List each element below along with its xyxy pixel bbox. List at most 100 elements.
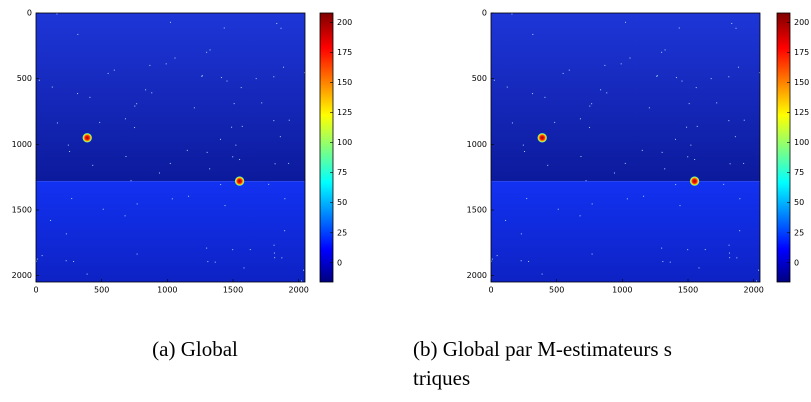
colorbar-tick-label: 175 [794, 48, 809, 57]
y-tick-label: 1500 [467, 206, 487, 215]
speckle [201, 75, 203, 77]
speckle [220, 77, 222, 79]
colorbar-tick-label: 75 [794, 168, 804, 177]
speckle [65, 233, 67, 235]
speckle [89, 96, 91, 98]
speckle [656, 75, 658, 77]
speckle [73, 260, 75, 262]
speckle [134, 127, 136, 129]
speckle [124, 118, 126, 120]
x-tick-label: 1000 [612, 286, 632, 295]
speckle [675, 184, 677, 186]
speckle [36, 258, 38, 260]
y-tick-label: 0 [482, 9, 487, 18]
speckle [758, 269, 760, 271]
speckle [698, 267, 700, 269]
speckle [544, 96, 546, 98]
speckle [626, 198, 628, 200]
speckle [606, 92, 608, 94]
speckle [107, 72, 109, 74]
speckle [232, 249, 234, 251]
x-tick-label: 0 [488, 286, 493, 295]
speckle [728, 252, 730, 254]
speckle [201, 75, 203, 77]
speckle [532, 93, 534, 95]
speckle [736, 257, 738, 259]
speckle [554, 121, 556, 123]
speckle [207, 261, 209, 263]
speckle [249, 249, 251, 251]
speckle [511, 122, 513, 124]
speckle [38, 79, 40, 81]
speckle [624, 162, 626, 164]
speckle [520, 260, 522, 262]
y-tick-label: 500 [472, 74, 487, 83]
x-tick-label: 2000 [289, 286, 309, 295]
speckle [125, 156, 127, 158]
speckle [679, 205, 681, 207]
source [82, 132, 93, 143]
colorbar-tick-label: 75 [337, 168, 347, 177]
speckle [723, 183, 725, 185]
caption: (b) Global par M-estimateurs s [413, 337, 672, 361]
x-tick-label: 2000 [744, 286, 764, 295]
speckle [165, 63, 167, 65]
y-tick-label: 0 [27, 9, 32, 18]
speckle [220, 184, 222, 186]
speckle [77, 93, 79, 95]
speckle [283, 66, 285, 68]
colorbar-tick-label: 50 [794, 198, 804, 207]
image-background [36, 181, 305, 282]
speckle [506, 86, 508, 88]
colorbar [776, 12, 791, 283]
speckle [734, 136, 736, 138]
speckle [731, 22, 733, 24]
speckle [303, 269, 305, 271]
speckle [496, 255, 498, 257]
speckle [686, 126, 688, 128]
y-tick-label: 1500 [12, 206, 32, 215]
speckle [241, 125, 243, 127]
speckle [273, 120, 275, 122]
speckle [756, 280, 758, 282]
colorbar-tick-label: 200 [794, 18, 809, 27]
speckle [600, 89, 602, 91]
speckle [274, 257, 276, 259]
speckle [620, 63, 622, 65]
speckle [102, 208, 104, 210]
speckle [303, 72, 305, 74]
speckle [170, 21, 172, 23]
speckle [193, 107, 195, 109]
speckle [613, 172, 615, 174]
speckle [255, 78, 257, 80]
speckle [579, 215, 581, 217]
speckle [687, 156, 689, 158]
colorbar-tick-label: 25 [337, 228, 347, 237]
speckle [240, 87, 242, 89]
colorbar-tick-label: 25 [794, 228, 804, 237]
speckle [520, 233, 522, 235]
speckle [728, 120, 730, 122]
speckle [36, 260, 38, 262]
speckle [580, 156, 582, 158]
colorbar-tick-label: 175 [337, 48, 352, 57]
colorbar-tick-label: 200 [337, 18, 352, 27]
speckle [268, 183, 270, 185]
speckle [288, 162, 290, 164]
colorbar-tick-label: 150 [794, 78, 809, 87]
speckle [273, 76, 275, 78]
speckle [224, 205, 226, 207]
speckle [145, 89, 147, 91]
speckle [641, 149, 643, 151]
speckle [739, 230, 741, 232]
image-background [491, 13, 760, 182]
speckle [136, 253, 138, 255]
speckle [281, 257, 283, 259]
speckle [696, 125, 698, 127]
source [234, 176, 245, 187]
speckle [739, 198, 741, 200]
x-tick-label: 1500 [223, 286, 243, 295]
speckle [528, 260, 530, 262]
speckle [134, 105, 136, 107]
